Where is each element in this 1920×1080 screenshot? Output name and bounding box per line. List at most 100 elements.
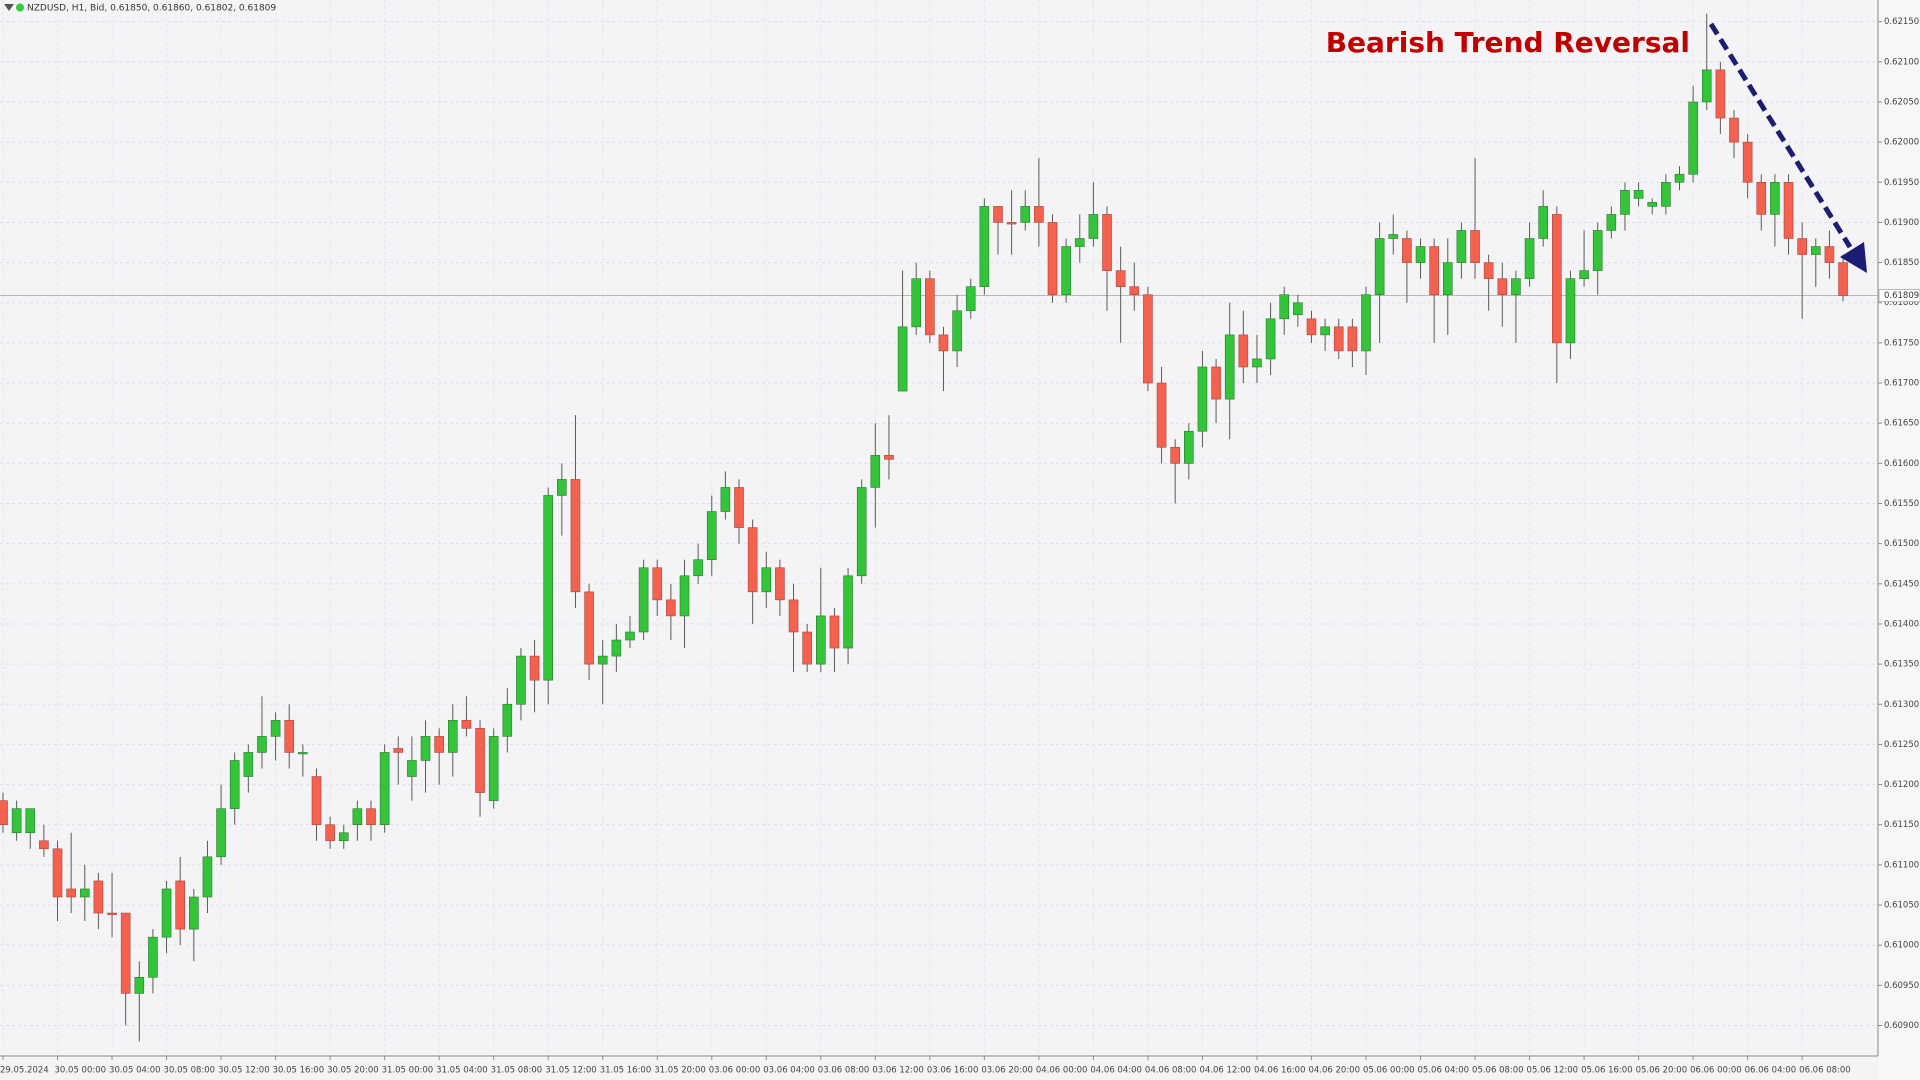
candle-body — [366, 808, 376, 826]
y-tick-label: 0.61100 — [1884, 860, 1919, 870]
candle-body — [352, 808, 363, 826]
candle-body — [0, 800, 8, 826]
candle-body — [475, 728, 485, 793]
candle-body — [1456, 230, 1467, 263]
x-tick-label: 29.05.2024 — [0, 1066, 49, 1076]
candle-body — [107, 912, 117, 915]
x-tick-label: 05.06 08:00 — [1472, 1066, 1524, 1076]
x-tick-label: 05.06 12:00 — [1527, 1066, 1579, 1076]
candle-body — [911, 278, 922, 328]
candle-body — [461, 720, 472, 729]
candle-body — [1688, 101, 1698, 175]
symbol-menu-icon[interactable] — [4, 4, 14, 11]
candle-body — [1020, 206, 1031, 223]
candle-body — [1170, 446, 1180, 464]
candle-body — [1306, 318, 1317, 336]
x-tick-label: 03.06 12:00 — [872, 1066, 924, 1076]
x-tick-label: 03.06 04:00 — [763, 1066, 815, 1076]
y-tick-label: 0.61250 — [1884, 740, 1919, 750]
candle-body — [148, 936, 158, 978]
candle-body — [93, 880, 104, 914]
candle-body — [1361, 294, 1371, 352]
candle-body — [488, 736, 499, 801]
candle-body — [1074, 238, 1085, 247]
candle-body — [734, 487, 744, 528]
candle-body — [311, 776, 322, 826]
candle-body — [666, 599, 676, 617]
candle-body — [1701, 69, 1712, 103]
price-axis-background — [1878, 0, 1920, 1080]
candle-body — [39, 840, 49, 850]
y-tick-label: 0.61500 — [1884, 539, 1919, 549]
candle-body — [434, 736, 444, 753]
candle-body — [66, 888, 76, 898]
candle-body — [1838, 262, 1848, 296]
candle-body — [1661, 181, 1671, 207]
candle-body — [502, 703, 513, 737]
candle-body — [1402, 238, 1412, 263]
candle-body — [202, 856, 213, 898]
x-tick-label: 05.06 20:00 — [1636, 1066, 1688, 1076]
last-price-box — [1878, 289, 1920, 303]
candle-body — [1006, 222, 1017, 225]
candle-body — [965, 286, 976, 312]
candle-body — [570, 479, 581, 593]
candle-body — [775, 567, 785, 601]
x-tick-label: 30.05 08:00 — [164, 1066, 216, 1076]
candle-body — [1143, 294, 1153, 384]
x-tick-label: 30.05 00:00 — [55, 1066, 107, 1076]
x-tick-label: 04.06 08:00 — [1145, 1066, 1197, 1076]
candle-body — [1238, 334, 1249, 368]
x-tick-label: 31.05 08:00 — [491, 1066, 543, 1076]
x-tick-label: 03.06 20:00 — [981, 1066, 1033, 1076]
candle-body — [747, 527, 758, 593]
y-tick-label: 0.60950 — [1884, 981, 1919, 991]
candle-body — [270, 720, 281, 737]
candle-body — [1184, 430, 1194, 464]
candle-body — [1770, 181, 1780, 215]
x-tick-label: 04.06 16:00 — [1254, 1066, 1306, 1076]
candle-body — [706, 511, 717, 561]
candle-body — [284, 720, 295, 753]
candle-body — [1347, 326, 1358, 352]
y-tick-label: 0.61850 — [1884, 258, 1919, 268]
candle-body — [1102, 214, 1112, 271]
candle-body — [938, 334, 949, 352]
y-tick-label: 0.62100 — [1884, 57, 1919, 67]
x-tick-label: 30.05 04:00 — [109, 1066, 161, 1076]
y-tick-label: 0.61700 — [1884, 379, 1919, 389]
candle-body — [1034, 206, 1044, 223]
candle-body — [788, 599, 799, 633]
candle-body — [243, 752, 254, 777]
candle-body — [1129, 286, 1140, 296]
candle-body — [1824, 246, 1835, 263]
x-tick-label: 04.06 12:00 — [1199, 1066, 1251, 1076]
candle-body — [120, 912, 131, 994]
candle-body — [720, 487, 731, 512]
x-tick-label: 06.06 00:00 — [1690, 1066, 1742, 1076]
candle-body — [543, 495, 554, 681]
y-tick-label: 0.61150 — [1884, 820, 1919, 830]
candle-body — [1715, 69, 1726, 119]
candle-body — [693, 559, 703, 577]
y-tick-label: 0.61400 — [1884, 619, 1919, 629]
candle-body — [229, 760, 240, 809]
y-tick-label: 0.61950 — [1884, 178, 1919, 188]
chart-header: NZDUSD, H1, Bid, 0.61850, 0.61860, 0.618… — [27, 4, 276, 14]
x-tick-label: 30.05 20:00 — [327, 1066, 379, 1076]
y-tick-label: 0.61350 — [1884, 660, 1919, 670]
y-tick-label: 0.61550 — [1884, 499, 1919, 509]
x-tick-label: 04.06 20:00 — [1308, 1066, 1360, 1076]
candles — [0, 13, 1848, 1042]
candle-body — [1442, 262, 1453, 296]
candle-body — [1265, 318, 1276, 360]
trend-arrow-head — [1840, 242, 1867, 273]
x-tick-label: 30.05 12:00 — [218, 1066, 270, 1076]
candle-body — [843, 575, 853, 649]
last-price-label: 0.61809 — [1884, 291, 1919, 301]
y-tick-label: 0.61750 — [1884, 338, 1919, 348]
x-tick-label: 31.05 12:00 — [545, 1066, 597, 1076]
